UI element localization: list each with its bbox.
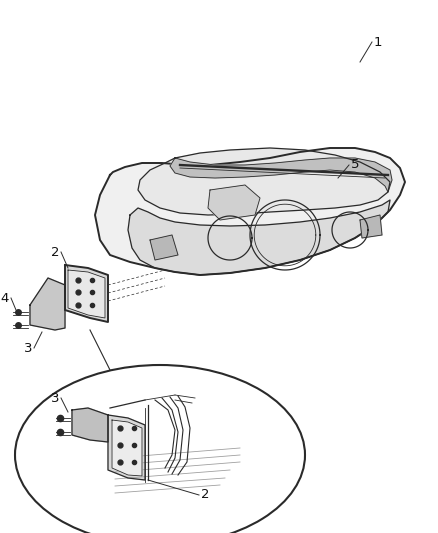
Polygon shape [95, 148, 405, 275]
Polygon shape [128, 200, 390, 275]
Polygon shape [112, 420, 142, 476]
Ellipse shape [15, 365, 305, 533]
Polygon shape [30, 278, 65, 330]
Polygon shape [208, 185, 260, 220]
Text: 2: 2 [51, 246, 59, 259]
Text: 3: 3 [24, 342, 32, 354]
Polygon shape [72, 408, 108, 442]
Text: 4: 4 [1, 292, 9, 304]
Text: 5: 5 [351, 158, 359, 172]
Polygon shape [68, 270, 105, 318]
Polygon shape [65, 265, 108, 322]
Polygon shape [108, 415, 145, 480]
Polygon shape [138, 148, 390, 215]
Polygon shape [360, 215, 382, 238]
Polygon shape [150, 235, 178, 260]
Text: 1: 1 [374, 36, 382, 49]
Text: 3: 3 [51, 392, 59, 405]
Polygon shape [170, 158, 392, 192]
Text: 2: 2 [201, 489, 209, 502]
